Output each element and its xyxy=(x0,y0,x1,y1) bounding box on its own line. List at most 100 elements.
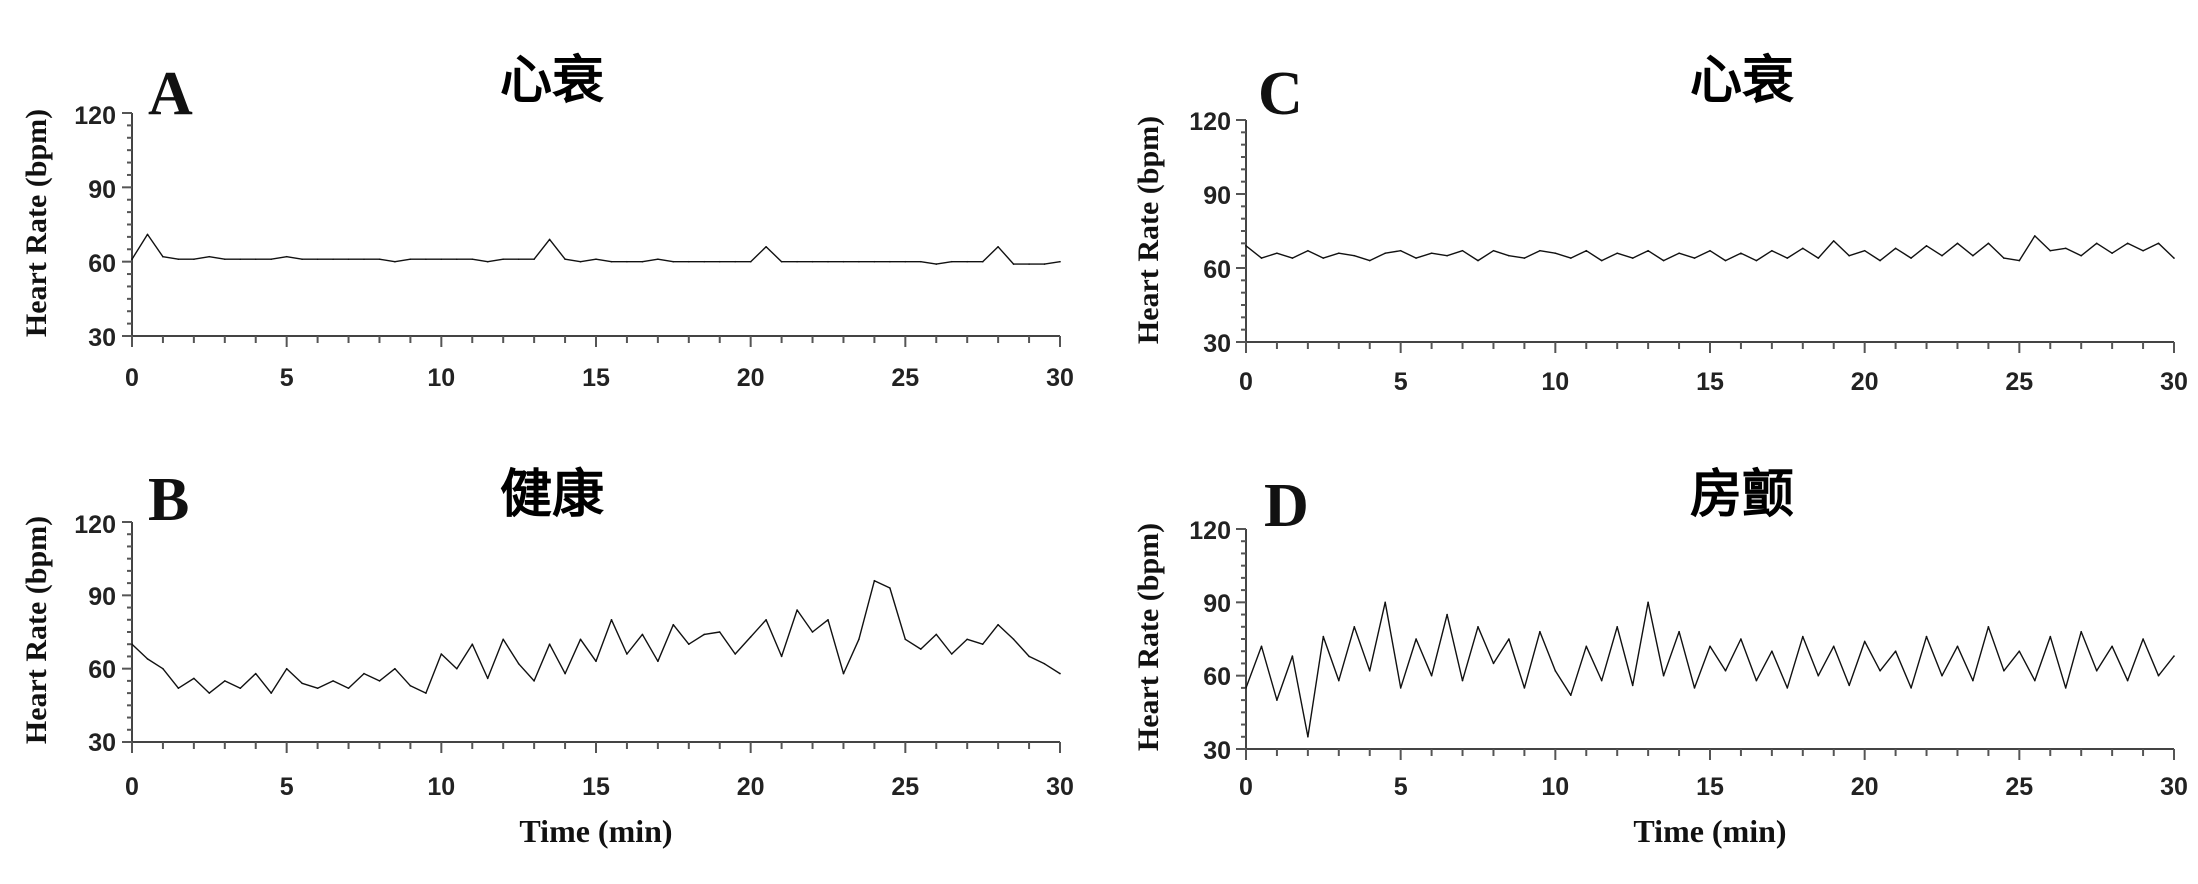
data-point xyxy=(2064,687,2067,689)
x-tick-label: 30 xyxy=(2160,368,2188,396)
data-point xyxy=(595,660,597,663)
x-tick-label: 5 xyxy=(280,364,294,392)
data-point xyxy=(394,260,396,263)
data-point xyxy=(1539,249,1541,252)
data-point xyxy=(409,685,412,687)
y-tick-label: 90 xyxy=(1203,182,1231,210)
data-point xyxy=(1956,242,1959,245)
data-point xyxy=(1848,684,1850,687)
data-point xyxy=(966,638,968,641)
y-tick-label: 30 xyxy=(1203,737,1231,765)
data-point xyxy=(1430,252,1433,254)
data-point xyxy=(610,260,613,263)
x-tick-label: 10 xyxy=(1541,368,1569,396)
y-tick-label: 90 xyxy=(88,176,116,204)
plot-area-d xyxy=(1236,528,2175,760)
data-point xyxy=(1012,638,1015,641)
y-tick-labels-c: 120 90 60 30 xyxy=(1189,108,1231,358)
panel-b: B 健康 Heart Rate (bpm) 120 90 60 30 0 5 1… xyxy=(20,465,1074,849)
data-point xyxy=(641,633,644,636)
x-tick-label: 0 xyxy=(125,773,139,801)
y-tick-label: 30 xyxy=(88,324,116,352)
x-axis-label-b: Time (min) xyxy=(519,813,672,849)
x-tick-label: 10 xyxy=(427,364,455,392)
data-point xyxy=(1941,674,1943,677)
data-point xyxy=(1307,736,1309,738)
y-tick-labels-d: 120 90 60 30 xyxy=(1189,517,1231,765)
data-point xyxy=(1662,259,1665,262)
data-point xyxy=(1972,679,1974,682)
data-point xyxy=(1802,247,1804,250)
data-point xyxy=(456,667,458,670)
data-point xyxy=(842,672,845,675)
data-point xyxy=(533,258,535,261)
data-point xyxy=(332,258,334,261)
data-point xyxy=(2064,247,2067,250)
heart-rate-trace xyxy=(1245,601,2175,738)
data-point xyxy=(347,258,350,261)
data-point xyxy=(734,260,736,263)
data-point xyxy=(254,672,257,675)
y-axis-label-c: Heart Rate (bpm) xyxy=(1132,116,1165,344)
data-point xyxy=(1631,257,1634,259)
data-point xyxy=(1755,679,1758,682)
data-point xyxy=(2173,655,2175,657)
data-point xyxy=(904,638,907,641)
data-point xyxy=(858,638,860,641)
data-point xyxy=(1709,249,1711,252)
x-tick-label: 25 xyxy=(891,773,919,801)
data-point xyxy=(548,643,551,645)
heart-rate-trace xyxy=(1245,235,2175,262)
data-point xyxy=(548,238,551,241)
y-tick-label: 30 xyxy=(88,729,116,757)
y-tick-label: 120 xyxy=(74,102,116,130)
x-tick-label: 25 xyxy=(2005,773,2033,801)
data-point xyxy=(2157,242,2160,245)
data-point xyxy=(1492,662,1495,665)
panel-letter-d: D xyxy=(1264,472,1309,540)
data-point xyxy=(425,692,427,694)
data-point xyxy=(131,258,133,261)
data-point xyxy=(1724,259,1727,262)
data-point xyxy=(1570,694,1572,696)
data-point xyxy=(564,672,566,675)
y-axis-label-a: Heart Rate (bpm) xyxy=(20,109,53,337)
x-tick-label: 15 xyxy=(582,364,610,392)
data-point xyxy=(1291,257,1294,259)
data-point xyxy=(2018,259,2021,262)
data-point xyxy=(1678,630,1680,633)
data-point xyxy=(2080,630,2082,633)
data-point xyxy=(347,687,350,689)
data-point xyxy=(131,643,133,645)
data-point xyxy=(146,233,149,236)
data-point xyxy=(1771,249,1773,252)
y-tick-label: 30 xyxy=(1203,330,1231,358)
data-point xyxy=(378,258,381,261)
y-tick-labels-b: 120 90 60 30 xyxy=(74,511,116,757)
data-point xyxy=(2003,670,2005,672)
data-point xyxy=(471,643,474,645)
panel-c: C 心衰 Heart Rate (bpm) 120 90 60 30 0 5 1… xyxy=(1132,51,2188,396)
y-tick-label: 120 xyxy=(1189,517,1231,545)
x-tick-label: 30 xyxy=(2160,773,2188,801)
data-point xyxy=(316,687,319,689)
x-tick-label: 10 xyxy=(1541,773,1569,801)
data-point xyxy=(1863,640,1866,643)
data-point xyxy=(626,653,628,655)
data-point xyxy=(224,680,226,682)
data-point xyxy=(285,667,288,670)
data-point xyxy=(1508,638,1510,640)
data-point xyxy=(440,258,443,261)
data-point xyxy=(1508,254,1510,257)
data-point xyxy=(1585,249,1588,252)
y-tick-label: 60 xyxy=(1203,256,1231,284)
data-point xyxy=(1353,626,1356,628)
x-tick-label: 30 xyxy=(1046,773,1074,801)
data-point xyxy=(409,258,412,261)
data-point xyxy=(1817,257,1820,259)
data-point xyxy=(2034,235,2036,237)
data-point xyxy=(1492,249,1495,252)
data-point xyxy=(177,687,180,689)
data-point xyxy=(1662,674,1665,677)
